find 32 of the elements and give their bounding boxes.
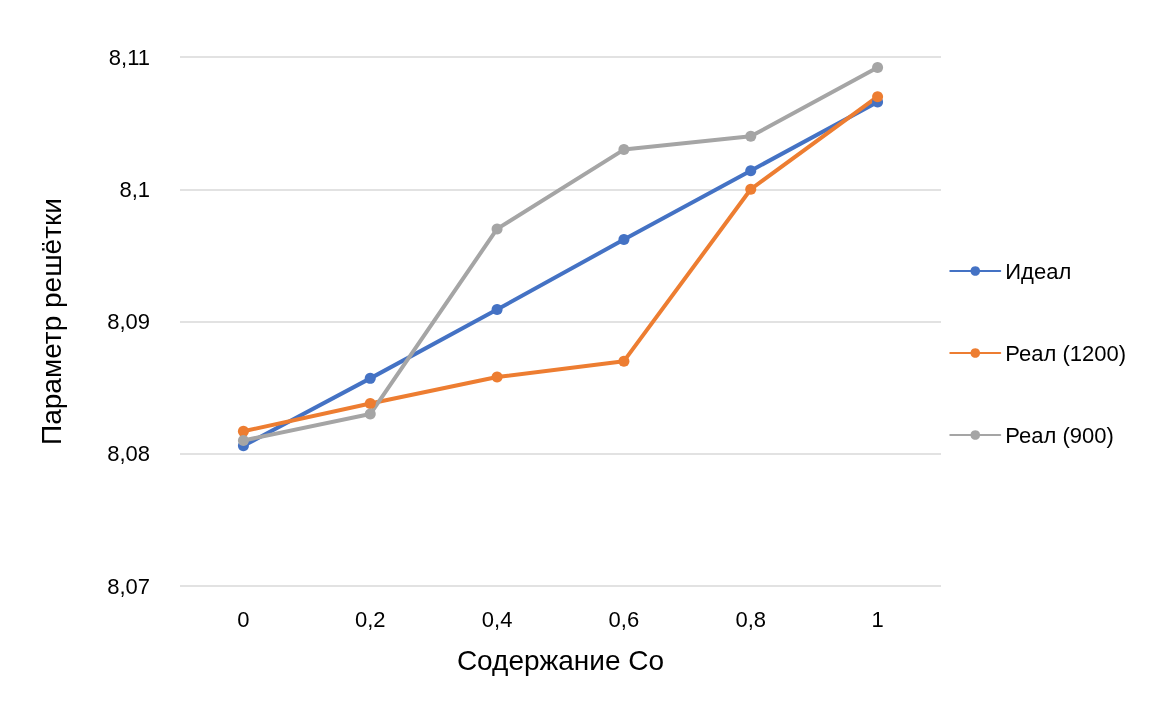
y-tick-label: 8,1	[119, 176, 150, 202]
point	[491, 304, 503, 316]
point	[364, 408, 376, 420]
point	[491, 223, 503, 235]
y-tick-label: 8,11	[108, 44, 150, 70]
y-tick-label: 8,07	[107, 573, 150, 599]
x-tick-label: 0,8	[735, 606, 767, 632]
point	[745, 165, 757, 177]
point	[618, 355, 630, 367]
point	[364, 398, 376, 409]
x-tick-label: 0	[237, 606, 250, 632]
point	[491, 371, 503, 383]
point	[745, 183, 757, 195]
x-tick-label: 0,2	[354, 606, 386, 632]
point	[237, 425, 249, 437]
y-tick-label: 8,09	[107, 309, 150, 334]
point	[618, 144, 630, 156]
legend-label: Идеал	[1005, 258, 1072, 284]
y-tick-label: 8,08	[107, 441, 150, 467]
x-tick-label: 0,6	[608, 606, 640, 632]
point	[872, 91, 884, 103]
legend-label: Реал (1200)	[1005, 340, 1127, 366]
x-tick-label: 1	[871, 606, 884, 632]
point	[364, 372, 376, 384]
point	[618, 234, 630, 245]
legend-label: Реал (900)	[1005, 422, 1114, 448]
point	[872, 62, 884, 74]
x-axis-title: Содержание Co	[456, 644, 665, 676]
point	[745, 130, 757, 142]
y-axis-title: Параметр решётки	[35, 198, 67, 445]
x-tick-label: 0,4	[481, 606, 513, 632]
point	[237, 435, 249, 447]
